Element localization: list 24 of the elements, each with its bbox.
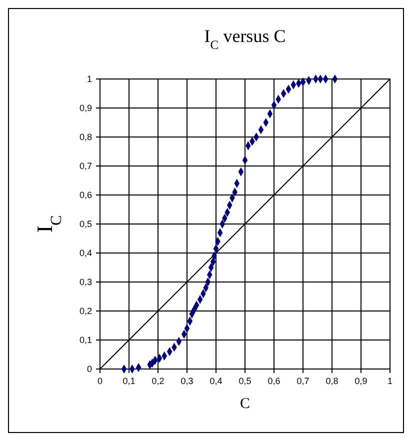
y-tick-label: 0,6: [79, 190, 92, 200]
y-tick-label: 0,3: [79, 277, 92, 287]
y-tick-label: 0: [86, 364, 92, 374]
x-tick-label: 0,6: [268, 376, 280, 386]
y-tick-label: 0,2: [79, 306, 92, 316]
x-tick-label: 0,7: [296, 376, 310, 386]
x-tick-label: 0: [97, 376, 103, 386]
x-tick-label: 0,4: [210, 376, 222, 386]
x-tick-label: 0,8: [326, 376, 338, 386]
y-tick-label: 0,4: [79, 248, 92, 258]
y-tick-label: 1: [86, 74, 92, 84]
x-tick-label: 0,3: [180, 376, 194, 386]
x-tick-label: 0,5: [238, 376, 252, 386]
y-tick-label: 0,8: [79, 132, 92, 142]
y-tick-label: 0,5: [79, 219, 92, 229]
y-tick-label: 0,9: [79, 103, 92, 113]
x-tick-label: 0,2: [152, 376, 164, 386]
x-tick-label: 0,9: [354, 376, 368, 386]
x-tick-label: 1: [387, 376, 393, 386]
x-axis-title: C: [240, 396, 250, 412]
y-tick-label: 0,7: [79, 161, 92, 171]
chart-title: I$_{C}$ versus C: [204, 26, 286, 52]
y-tick-label: 0,1: [79, 335, 92, 345]
x-tick-label: 0,1: [122, 376, 136, 386]
